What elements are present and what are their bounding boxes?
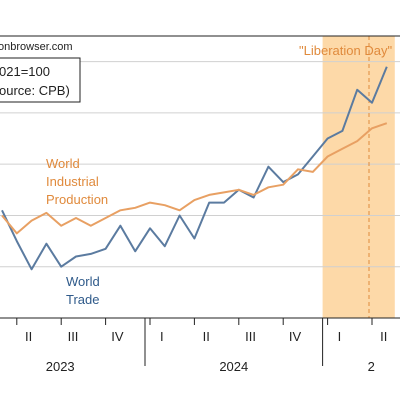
shaded-band <box>322 36 395 318</box>
x-year-label: 2024 <box>219 359 248 374</box>
source-text: onbrowser.com <box>0 41 73 53</box>
series-label-industrial-production: World Industrial Production <box>46 156 108 207</box>
legend-line-2: ource: CPB) <box>0 83 70 98</box>
x-tick-label: II <box>380 329 387 344</box>
series-line-world-industrial-production <box>1 122 388 235</box>
legend-line-1: 021=100 <box>0 64 50 79</box>
x-tick-label: III <box>245 329 256 344</box>
series-label-line: World <box>46 156 80 171</box>
x-tick-label: IV <box>111 329 124 344</box>
x-tick-label: II <box>203 329 210 344</box>
series-label-line: Trade <box>66 292 99 307</box>
plot-frame <box>0 35 400 319</box>
x-tick-label: II <box>25 329 32 344</box>
series-line-world-trade <box>1 66 388 271</box>
shaded-region <box>322 36 395 318</box>
x-tick-label: III <box>68 329 79 344</box>
series <box>1 66 388 271</box>
x-year-label: 2 <box>368 359 375 374</box>
series-label-line: Industrial <box>46 174 99 189</box>
annotation-liberation-day: "Liberation Day" <box>299 43 392 58</box>
series-label-world-trade: World Trade <box>66 274 100 307</box>
series-label-line: World <box>66 274 100 289</box>
x-tick-label: I <box>160 329 164 344</box>
legend-box: 021=100 ource: CPB) <box>0 57 81 103</box>
x-tick-label: IV <box>289 329 302 344</box>
x-year-label: 2023 <box>46 359 75 374</box>
series-label-line: Production <box>46 192 108 207</box>
x-tick-label: I <box>338 329 342 344</box>
